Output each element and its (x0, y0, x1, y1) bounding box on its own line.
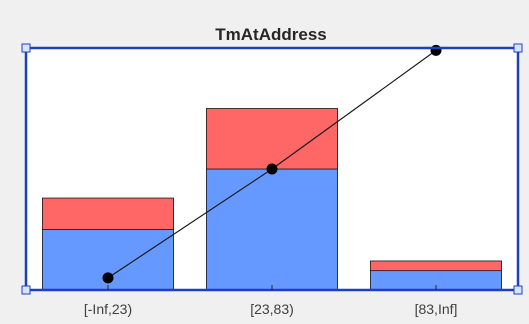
chart-title: TmAtAddress (215, 25, 326, 44)
trend-point-1 (266, 163, 278, 175)
x-tick-label-1: [23,83) (250, 301, 294, 317)
x-tick-label-0: [-Inf,23) (84, 301, 132, 317)
bar-upper-0 (42, 197, 174, 230)
bar-upper-2 (369, 260, 502, 272)
trend-point-0 (102, 272, 114, 284)
selection-handles[interactable] (21, 43, 523, 295)
bars-layer (42, 108, 502, 291)
selection-handle-1-1[interactable] (513, 285, 523, 295)
trend-point-2 (430, 44, 442, 56)
selection-handle-0-0[interactable] (21, 43, 31, 53)
bar-upper-1 (205, 108, 338, 170)
selection-handle-0-1[interactable] (21, 285, 31, 295)
selection-handle-1-0[interactable] (513, 43, 523, 53)
bar-lower-1 (205, 168, 338, 291)
x-tick-label-2: [83,Inf] (415, 301, 458, 317)
x-axis-ticks: [-Inf,23) [23,83) [83,Inf] (84, 285, 458, 317)
